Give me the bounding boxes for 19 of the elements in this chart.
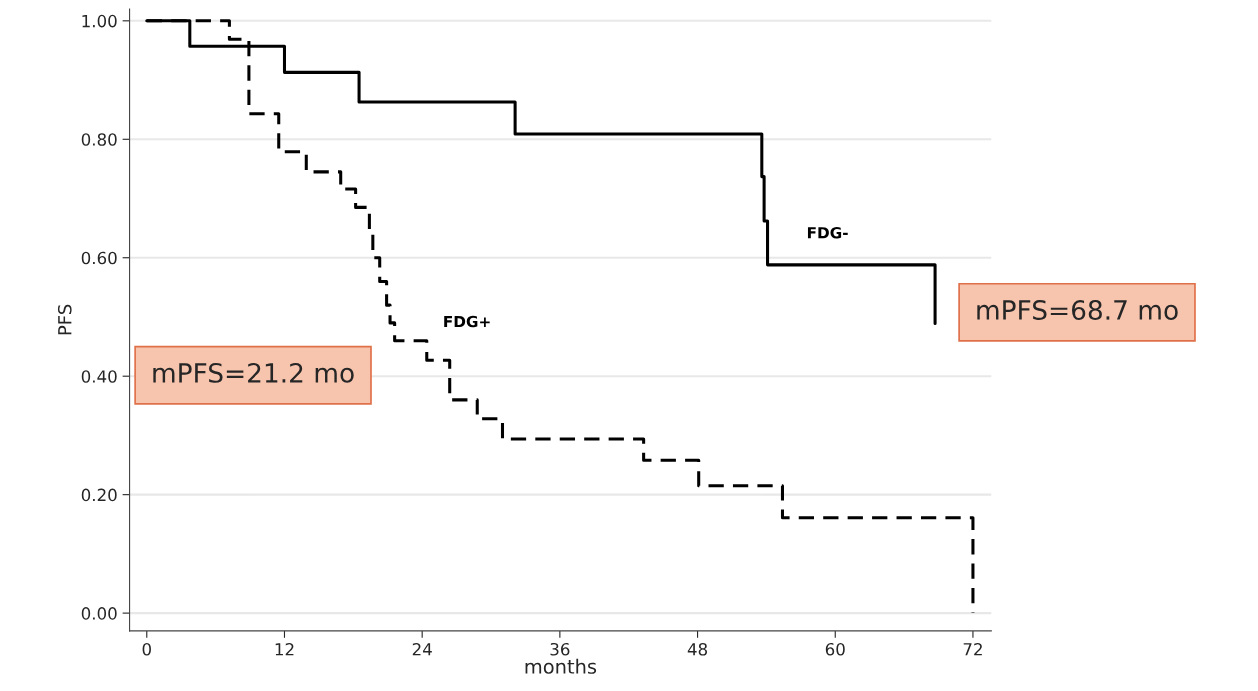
annotation: mPFS=68.7 mo: [977, 300, 1178, 320]
series-label: FDG-: [807, 226, 848, 239]
y-tick-label: 0.00: [81, 607, 117, 620]
y-tick-label: 0.60: [81, 251, 117, 265]
x-tick-label: 36: [550, 642, 570, 656]
x-tick-label: 48: [687, 642, 708, 656]
y-tick-label: 1.00: [82, 14, 117, 28]
y-tick-label: 0.20: [81, 488, 117, 502]
y-tick-label: 0.40: [81, 370, 117, 383]
x-axis-title: months: [525, 658, 597, 674]
x-tick-label: 12: [275, 642, 294, 656]
y-axis-title: PFS: [57, 304, 72, 335]
series-label: FDG+: [444, 315, 490, 328]
y-tick-label: 0.80: [81, 133, 117, 146]
x-tick-label: 0: [142, 642, 151, 656]
x-tick-label: 24: [412, 642, 432, 656]
x-tick-label: 72: [963, 642, 982, 656]
x-tick-label: 60: [825, 642, 845, 656]
annotation: mPFS=21.2 mo: [153, 362, 354, 383]
